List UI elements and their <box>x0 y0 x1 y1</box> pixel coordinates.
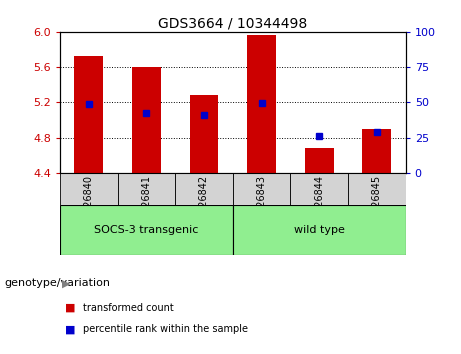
Text: GSM426844: GSM426844 <box>314 175 324 234</box>
Text: ■: ■ <box>65 324 75 334</box>
Bar <box>60 173 118 205</box>
Bar <box>362 129 391 173</box>
Bar <box>290 173 348 205</box>
Text: GSM426842: GSM426842 <box>199 175 209 234</box>
Bar <box>132 67 161 173</box>
Text: percentile rank within the sample: percentile rank within the sample <box>83 324 248 334</box>
Title: GDS3664 / 10344498: GDS3664 / 10344498 <box>158 17 307 31</box>
Text: GSM426843: GSM426843 <box>257 175 266 234</box>
Bar <box>74 56 103 173</box>
Text: GSM426845: GSM426845 <box>372 175 382 234</box>
Text: ■: ■ <box>65 303 75 313</box>
Text: GSM426840: GSM426840 <box>84 175 94 234</box>
Bar <box>233 173 290 205</box>
Bar <box>189 95 219 173</box>
Text: wild type: wild type <box>294 225 345 235</box>
Bar <box>175 173 233 205</box>
Bar <box>60 205 233 255</box>
Text: GSM426841: GSM426841 <box>142 175 151 234</box>
Text: SOCS-3 transgenic: SOCS-3 transgenic <box>94 225 199 235</box>
Text: ▶: ▶ <box>62 278 71 288</box>
Bar <box>305 148 334 173</box>
Text: transformed count: transformed count <box>83 303 174 313</box>
Text: genotype/variation: genotype/variation <box>5 278 111 288</box>
Bar <box>118 173 175 205</box>
Bar <box>348 173 406 205</box>
Bar <box>233 205 406 255</box>
Bar <box>247 35 276 173</box>
